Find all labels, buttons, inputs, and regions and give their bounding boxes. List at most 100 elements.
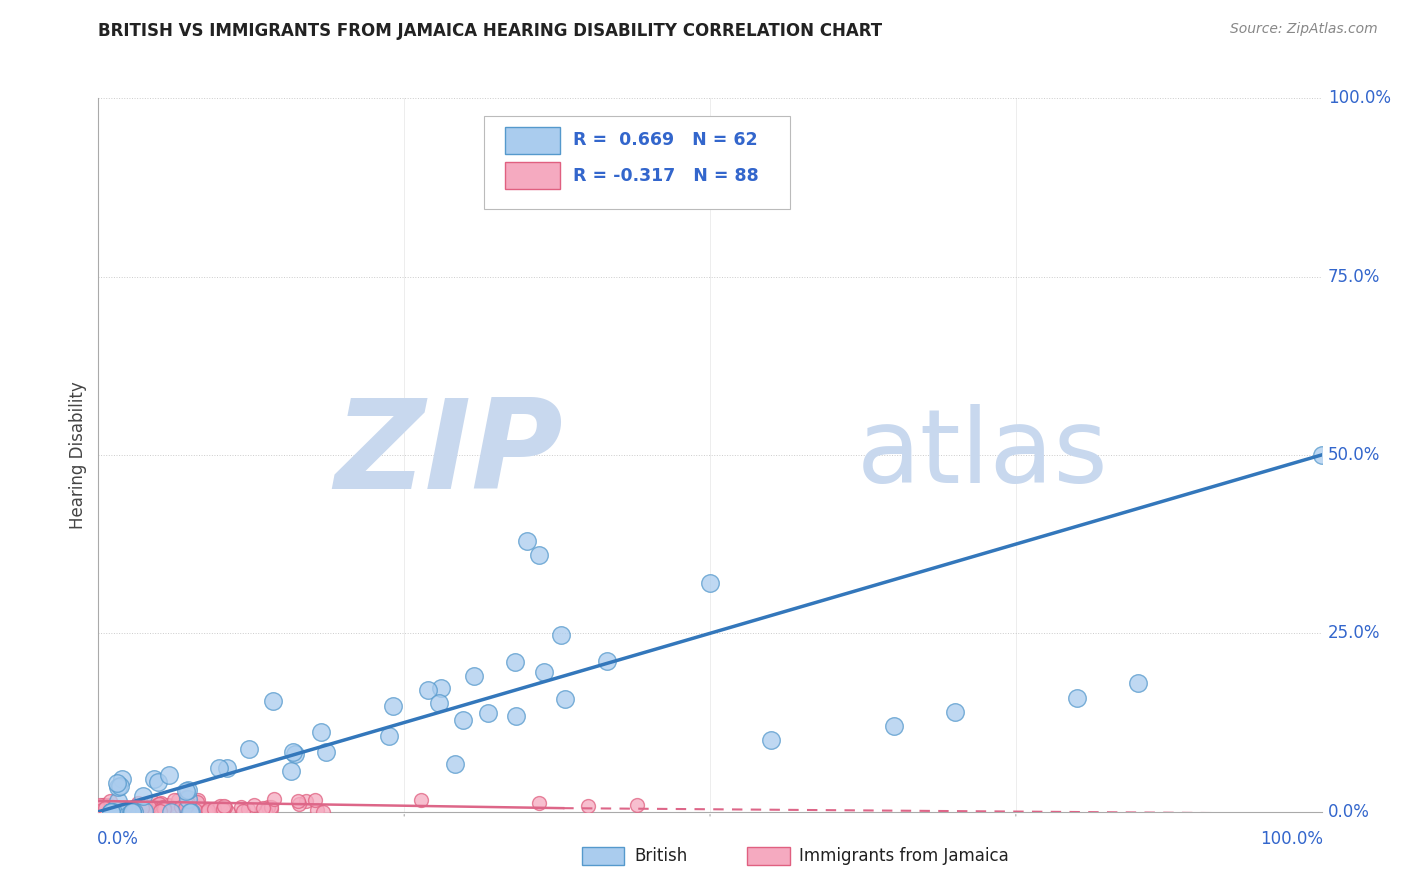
Point <box>197 803 219 817</box>
Point <box>382 698 405 713</box>
Point <box>107 780 129 794</box>
Point <box>145 801 167 815</box>
Point <box>256 800 278 814</box>
Point <box>311 725 333 739</box>
Point <box>100 805 122 819</box>
Point <box>444 757 467 772</box>
Point <box>138 800 160 814</box>
Point <box>699 576 721 591</box>
Point <box>111 801 134 815</box>
Text: 100.0%: 100.0% <box>1260 830 1323 847</box>
Point <box>527 548 550 562</box>
Bar <box>582 847 624 865</box>
Y-axis label: Hearing Disability: Hearing Disability <box>69 381 87 529</box>
Point <box>262 694 284 708</box>
Text: 100.0%: 100.0% <box>1327 89 1391 107</box>
Point <box>104 801 127 815</box>
Point <box>554 691 576 706</box>
Point <box>111 772 134 787</box>
Point <box>177 796 200 810</box>
Point <box>761 733 783 747</box>
Point <box>148 797 170 811</box>
Point <box>263 792 285 806</box>
Point <box>167 793 190 807</box>
Point <box>236 802 259 816</box>
Point <box>505 656 527 670</box>
Point <box>124 801 146 815</box>
Text: R = -0.317   N = 88: R = -0.317 N = 88 <box>574 167 759 185</box>
Point <box>146 798 169 813</box>
Point <box>231 800 253 814</box>
Point <box>97 803 120 817</box>
Point <box>177 804 200 818</box>
Text: British: British <box>634 847 688 865</box>
Point <box>160 805 183 819</box>
Point <box>90 803 112 817</box>
Point <box>152 804 174 818</box>
Point <box>202 802 225 816</box>
Point <box>157 768 180 782</box>
Point <box>101 805 124 819</box>
Text: BRITISH VS IMMIGRANTS FROM JAMAICA HEARING DISABILITY CORRELATION CHART: BRITISH VS IMMIGRANTS FROM JAMAICA HEARI… <box>98 22 883 40</box>
Point <box>98 803 121 817</box>
Point <box>533 665 555 679</box>
Point <box>515 533 537 548</box>
Point <box>100 805 122 819</box>
Point <box>121 805 143 819</box>
Point <box>100 804 122 818</box>
Point <box>103 801 125 815</box>
Point <box>94 800 117 814</box>
Point <box>149 804 172 818</box>
Point <box>527 796 550 810</box>
Point <box>149 802 172 816</box>
Point <box>252 801 274 815</box>
Point <box>451 713 474 727</box>
Point <box>477 706 499 720</box>
Point <box>100 805 122 819</box>
Point <box>98 795 121 809</box>
Point <box>295 794 318 808</box>
Point <box>115 801 138 815</box>
Point <box>183 798 205 813</box>
Point <box>107 794 129 808</box>
Point <box>142 795 165 809</box>
Point <box>184 802 207 816</box>
Point <box>124 802 146 816</box>
Point <box>177 783 200 797</box>
Text: 50.0%: 50.0% <box>1327 446 1381 464</box>
Point <box>315 745 337 759</box>
Point <box>162 802 184 816</box>
Bar <box>505 127 560 153</box>
Point <box>883 719 905 733</box>
Point <box>110 803 132 817</box>
Point <box>149 797 172 811</box>
Point <box>208 799 231 814</box>
Point <box>177 792 200 806</box>
Point <box>1310 448 1333 462</box>
Point <box>201 803 224 817</box>
Point <box>304 793 326 807</box>
Point <box>105 801 128 815</box>
Point <box>105 799 128 814</box>
Point <box>108 800 131 814</box>
Point <box>89 797 111 812</box>
Point <box>142 772 165 786</box>
Point <box>176 798 198 813</box>
Point <box>93 797 115 812</box>
Point <box>149 796 172 810</box>
Point <box>174 783 197 797</box>
Point <box>311 805 333 819</box>
Text: ZIP: ZIP <box>335 394 564 516</box>
Point <box>260 802 283 816</box>
Point <box>307 803 329 817</box>
Point <box>179 805 201 819</box>
Point <box>186 795 208 809</box>
Point <box>943 705 966 719</box>
Point <box>131 800 153 814</box>
Point <box>1066 690 1088 705</box>
Text: 0.0%: 0.0% <box>97 830 139 847</box>
Point <box>174 789 197 804</box>
Point <box>148 799 170 814</box>
Point <box>101 801 124 815</box>
Point <box>217 761 239 775</box>
